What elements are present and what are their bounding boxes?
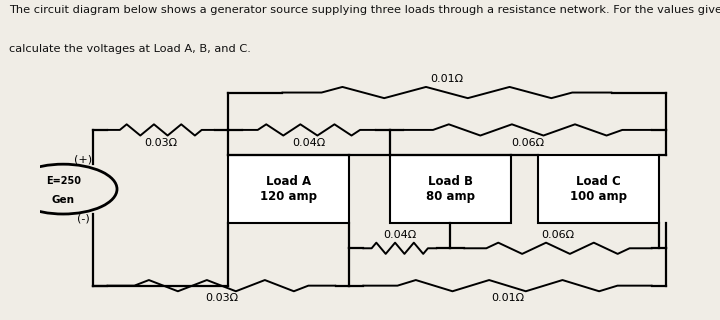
Text: Load C
100 amp: Load C 100 amp (570, 175, 627, 203)
Text: (-): (-) (77, 214, 90, 224)
Text: Gen: Gen (52, 195, 75, 205)
Text: The circuit diagram below shows a generator source supplying three loads through: The circuit diagram below shows a genera… (9, 5, 720, 15)
Text: (+): (+) (74, 155, 92, 164)
Text: 0.04Ω: 0.04Ω (383, 230, 416, 241)
Text: Load A
120 amp: Load A 120 amp (260, 175, 318, 203)
FancyBboxPatch shape (390, 155, 511, 223)
FancyBboxPatch shape (538, 155, 659, 223)
Text: 0.06Ω: 0.06Ω (541, 230, 575, 241)
Text: 0.01Ω: 0.01Ω (491, 293, 524, 303)
Text: 0.03Ω: 0.03Ω (144, 138, 177, 148)
FancyBboxPatch shape (228, 155, 349, 223)
Text: 0.03Ω: 0.03Ω (204, 293, 238, 303)
Text: 0.01Ω: 0.01Ω (431, 74, 464, 84)
Text: 0.04Ω: 0.04Ω (292, 138, 325, 148)
Text: E=250: E=250 (45, 176, 81, 186)
Text: 0.06Ω: 0.06Ω (511, 138, 544, 148)
Text: calculate the voltages at Load A, B, and C.: calculate the voltages at Load A, B, and… (9, 44, 251, 54)
Text: Load B
80 amp: Load B 80 amp (426, 175, 474, 203)
